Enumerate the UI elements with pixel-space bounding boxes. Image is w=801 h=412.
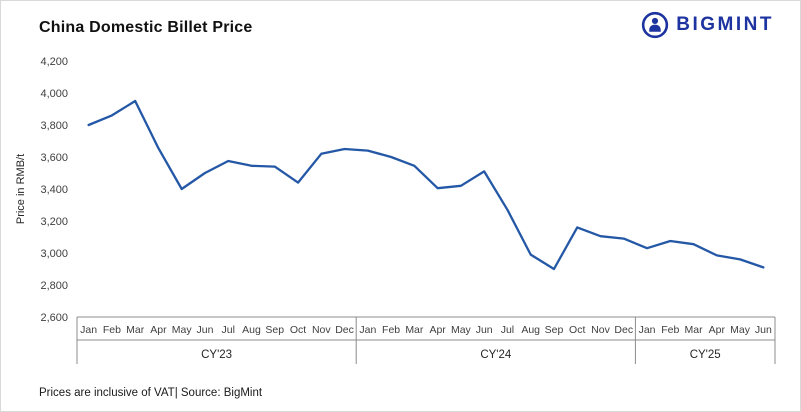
y-tick-label: 2,800	[40, 280, 68, 292]
bigmint-logo-icon	[642, 11, 669, 39]
chart-header: China Domestic Billet Price BIGMINT	[39, 11, 774, 39]
month-label: Jan	[359, 324, 376, 336]
month-label: Feb	[382, 324, 400, 336]
year-label: CY'24	[480, 349, 512, 361]
month-label: Jan	[639, 324, 656, 336]
month-label: Apr	[709, 324, 726, 336]
month-label: Dec	[335, 324, 354, 336]
month-label: Jun	[755, 324, 772, 336]
month-label: Oct	[290, 324, 306, 336]
y-tick-label: 3,400	[40, 184, 68, 196]
month-label: Mar	[405, 324, 424, 336]
month-label: Jul	[501, 324, 514, 336]
month-label: Apr	[429, 324, 446, 336]
month-label: Jun	[476, 324, 493, 336]
month-label: Feb	[103, 324, 121, 336]
year-label: CY'25	[690, 349, 721, 361]
bigmint-logo-text: BIGMINT	[676, 14, 774, 35]
month-label: May	[172, 324, 193, 336]
month-label: Jan	[80, 324, 97, 336]
month-label: Jun	[196, 324, 213, 336]
month-label: Aug	[242, 324, 261, 336]
y-tick-label: 4,000	[40, 88, 68, 100]
y-tick-label: 3,600	[40, 152, 68, 164]
price-line	[87, 99, 765, 271]
month-label: Oct	[569, 324, 585, 336]
y-axis-title: Price in RMB/t	[15, 154, 27, 224]
month-label: Sep	[545, 324, 564, 336]
price-chart: 2,600 2,800 3,000 3,200 3,400 3,600 3,800 4,000…	[15, 56, 776, 364]
page-title: China Domestic Billet Price	[39, 19, 253, 36]
month-label: Sep	[265, 324, 284, 336]
month-label: Nov	[312, 324, 331, 336]
y-tick-label: 3,800	[40, 120, 68, 132]
month-label: Nov	[591, 324, 610, 336]
year-label: CY'23	[201, 349, 232, 361]
month-label: May	[451, 324, 472, 336]
y-tick-label: 3,200	[40, 216, 68, 228]
month-label: Feb	[661, 324, 679, 336]
bigmint-logo: BIGMINT	[641, 11, 774, 39]
chart-area: 2,600 2,800 3,000 3,200 3,400 3,600 3,800 4,000…	[7, 47, 793, 392]
y-tick-label: 3,000	[40, 248, 68, 260]
month-label: Apr	[150, 324, 167, 336]
month-label: Mar	[126, 324, 145, 336]
month-label: May	[730, 324, 751, 336]
footer-note: Prices are inclusive of VAT| Source: Big…	[39, 387, 263, 399]
month-label: Aug	[521, 324, 540, 336]
month-label: Mar	[685, 324, 704, 336]
month-label: Jul	[222, 324, 235, 336]
y-tick-label: 4,200	[40, 56, 68, 68]
y-tick-label: 2,600	[40, 312, 68, 324]
month-label: Dec	[614, 324, 633, 336]
